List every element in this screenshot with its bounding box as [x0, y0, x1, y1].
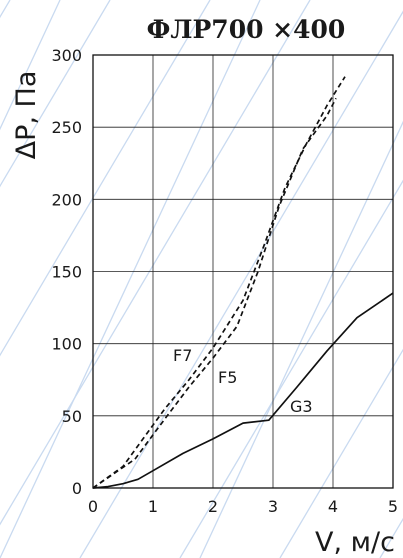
background-diagonal-0: [0, 0, 11, 19]
series-label-f7: F7: [173, 346, 192, 365]
y-axis-label: ΔP, Па: [11, 71, 42, 160]
x-tick-label-3: 3: [268, 497, 278, 516]
x-tick-label-2: 2: [208, 497, 218, 516]
background-diagonal-6: [279, 348, 403, 558]
y-tick-label-50: 50: [62, 407, 82, 426]
y-tick-label-150: 150: [51, 263, 82, 282]
background-diagonal-2: [0, 0, 211, 357]
series-line-g3: [92, 292, 394, 489]
x-tick-label-0: 0: [88, 497, 98, 516]
background-cross-2: [199, 120, 403, 558]
background-diagonal-4: [79, 10, 403, 558]
x-tick-label-5: 5: [388, 497, 398, 516]
plot-frame: [92, 54, 394, 489]
y-tick-label-200: 200: [51, 190, 82, 209]
y-tick-label-300: 300: [51, 46, 82, 65]
background-cross-1: [0, 0, 261, 558]
background-cross-0: [0, 0, 61, 131]
series-line-f5: [92, 97, 337, 489]
background-diagonal-5: [179, 179, 403, 558]
y-tick-label-250: 250: [51, 118, 82, 137]
chart-series: [92, 76, 394, 489]
series-label-g3: G3: [290, 397, 313, 416]
x-axis-label: V, м/с: [315, 527, 395, 558]
y-tick-label-0: 0: [72, 479, 82, 498]
background-diagonal-3: [0, 0, 311, 526]
y-tick-label-100: 100: [51, 335, 82, 354]
series-line-f7: [92, 76, 346, 489]
plot-border: [92, 54, 394, 489]
x-tick-label-4: 4: [328, 497, 338, 516]
series-label-f5: F5: [218, 368, 237, 387]
chart-title: ФЛР700 ×400: [147, 15, 346, 44]
background-diagonal-7: [379, 517, 403, 558]
x-tick-label-1: 1: [148, 497, 158, 516]
background-diagonal-1: [0, 0, 111, 188]
